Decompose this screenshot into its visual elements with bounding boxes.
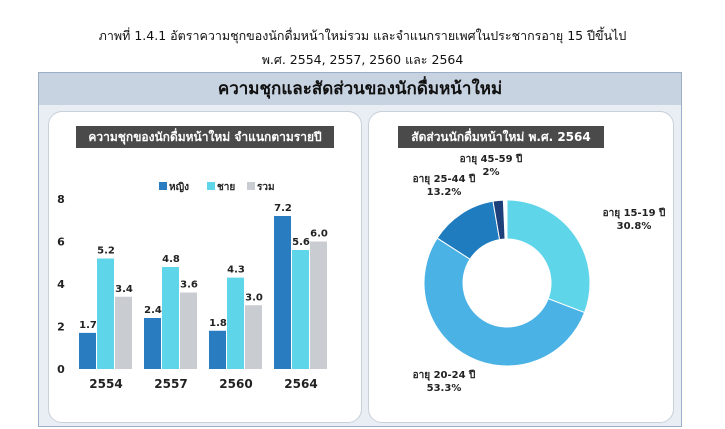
legend-label: ชาย [217, 182, 235, 193]
bar [180, 292, 197, 369]
donut-chart: อายุ 15-19 ปี 30.8% อายุ 20-24 ปี 53.3% อายุ… [413, 153, 666, 394]
y-tick-label: 8 [57, 193, 65, 206]
data-label: 5.2 [97, 246, 115, 257]
data-label: 3.0 [245, 292, 263, 303]
legend-label: รวม [257, 182, 275, 193]
legend-swatch [247, 182, 255, 190]
bar [79, 332, 96, 369]
bar [310, 241, 327, 369]
data-label: 1.8 [209, 318, 227, 329]
x-tick-label: 2564 [284, 377, 317, 391]
donut-slice [492, 199, 506, 241]
bar-chart-title: ความชุกของนักดื่มหน้าใหม่ จำแนกตามรายปี [76, 126, 334, 148]
bar [144, 318, 161, 369]
slice-label: อายุ 25-44 ปี [413, 173, 476, 185]
data-label: 2.4 [144, 305, 162, 316]
data-label: 4.8 [162, 254, 180, 265]
figure-title: ภาพที่ 1.4.1 อัตราความชุกของนักดื่มหน้าใ… [98, 28, 627, 43]
bar [162, 267, 179, 369]
y-tick-label: 6 [57, 236, 65, 249]
data-label: 4.3 [227, 265, 245, 276]
x-tick-label: 2554 [89, 377, 122, 391]
y-tick-label: 2 [57, 321, 65, 334]
bar [227, 277, 244, 369]
legend-swatch [207, 182, 215, 190]
data-label: 3.4 [115, 284, 133, 295]
data-label: 7.2 [274, 203, 292, 214]
bar [292, 250, 309, 369]
figure-subtitle: พ.ศ. 2554, 2557, 2560 และ 2564 [261, 52, 464, 67]
donut-slice [506, 199, 591, 314]
bar [209, 330, 226, 369]
donut-chart-title: สัดส่วนนักดื่มหน้าใหม่ พ.ศ. 2564 [398, 126, 604, 148]
slice-label: อายุ 20-24 ปี [413, 369, 476, 381]
donut-slice [423, 237, 586, 367]
data-label: 5.6 [292, 237, 310, 248]
legend-label: หญิง [169, 181, 189, 193]
bar [245, 305, 262, 369]
slice-label: อายุ 45-59 ปี [460, 153, 523, 165]
slice-percent: 13.2% [427, 187, 462, 198]
bar-chart: 0 2 4 6 8 หญิง ชาย รวม 1.7 5.2 3.4 2554 2.4 4.8 3.6 255… [57, 181, 328, 391]
infographic-box: ความชุกและสัดส่วนของนักดื่มหน้าใหม่ ความ… [38, 72, 682, 427]
donut-chart-panel: สัดส่วนนักดื่มหน้าใหม่ พ.ศ. 2564 อายุ 15… [368, 111, 674, 423]
slice-percent: 30.8% [617, 221, 652, 232]
data-label: 3.6 [180, 280, 198, 291]
y-tick-label: 4 [57, 278, 65, 291]
slice-percent: 2% [483, 167, 500, 178]
legend-swatch [159, 182, 167, 190]
x-tick-label: 2560 [219, 377, 252, 391]
bar [115, 296, 132, 369]
bar [97, 258, 114, 369]
data-label: 6.0 [310, 229, 328, 240]
y-tick-label: 0 [57, 363, 65, 376]
x-tick-label: 2557 [154, 377, 187, 391]
slice-label: อายุ 15-19 ปี [603, 207, 666, 219]
bar [274, 216, 291, 369]
slice-percent: 53.3% [427, 383, 462, 394]
infographic-header: ความชุกและสัดส่วนของนักดื่มหน้าใหม่ [39, 73, 681, 105]
data-label: 1.7 [79, 320, 97, 331]
bar-chart-panel: ความชุกของนักดื่มหน้าใหม่ จำแนกตามรายปี … [48, 111, 362, 423]
